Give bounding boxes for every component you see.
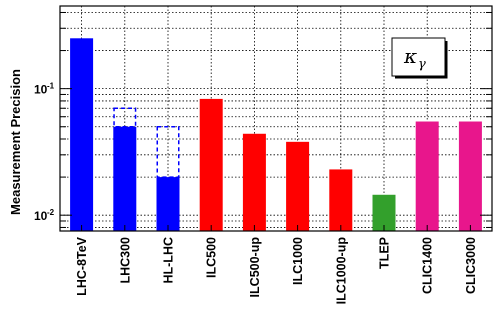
bar-tlep xyxy=(372,194,396,231)
bar-ilc500 xyxy=(199,98,223,231)
x-tick-label: HL-LHC xyxy=(162,237,176,284)
legend-box-shadow-bottom xyxy=(395,76,448,79)
bar-ilc1000 xyxy=(286,141,310,231)
bars xyxy=(70,38,482,231)
axis-ticks xyxy=(60,11,492,231)
x-tick-label: CLIC1400 xyxy=(421,237,435,294)
bar-ilc500-up xyxy=(242,133,266,231)
y-tick-label-exponent: -1 xyxy=(47,82,55,91)
x-tick-label: TLEP xyxy=(378,237,392,269)
bar-hl-lhc xyxy=(156,177,180,231)
bar-ilc1000-up xyxy=(329,169,353,231)
bar-range-lhc300 xyxy=(113,107,137,128)
legend-symbol: κ xyxy=(403,44,417,68)
y-tick-label-exponent: -2 xyxy=(47,208,55,217)
legend: κ γ xyxy=(391,37,448,79)
bar-lhc-8tev xyxy=(70,38,94,231)
y-axis-label: Measurement Precision xyxy=(8,69,23,215)
x-tick-label: LHC-8TeV xyxy=(75,236,89,295)
x-tick-labels: LHC-8TeV LHC300 HL-LHC ILC500 ILC500-up ILC10… xyxy=(75,236,478,304)
y-tick-labels: 10-110-2 xyxy=(34,82,55,224)
legend-subscript: γ xyxy=(418,57,426,72)
bar-range-hl-lhc xyxy=(156,125,180,178)
y-tick-label: 10 xyxy=(34,209,48,223)
legend-box-shadow xyxy=(445,41,448,78)
legend-box xyxy=(391,37,446,77)
x-tick-label: ILC500-up xyxy=(248,237,262,298)
bar-clic1400 xyxy=(415,121,439,231)
x-tick-label: LHC300 xyxy=(118,237,132,284)
x-tick-label: CLIC3000 xyxy=(464,237,478,294)
x-tick-label: ILC1000-up xyxy=(334,237,348,305)
bar-lhc300 xyxy=(113,126,137,231)
x-tick-label: ILC500 xyxy=(205,237,219,278)
plot-frame xyxy=(59,5,493,232)
x-tick-label: ILC1000 xyxy=(291,237,305,285)
y-tick-label: 10 xyxy=(34,83,48,97)
bar-clic3000 xyxy=(458,121,482,231)
